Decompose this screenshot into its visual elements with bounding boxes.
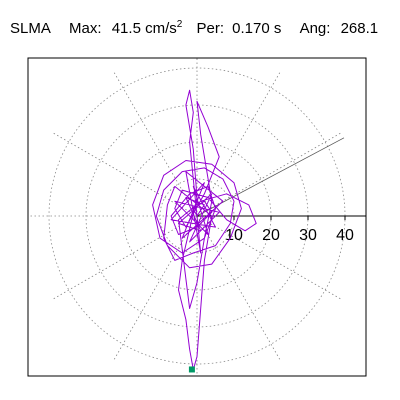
grid-spoke [52, 132, 198, 217]
plot-header: SLMA Max: 41.5 cm/s2 Per: 0.170 s Ang: 2… [10, 19, 378, 37]
grid-spoke [52, 215, 198, 300]
period-value: 0.170 s [232, 20, 282, 37]
radial-tick-label: 30 [299, 227, 317, 244]
max-label: Max: [69, 20, 102, 37]
grid-spoke [113, 215, 198, 361]
max-marker-group [188, 366, 195, 373]
grid-spoke [196, 71, 281, 217]
max-unit-exponent: 2 [176, 19, 183, 30]
radial-tick-label: 40 [336, 227, 354, 244]
station-code: SLMA [10, 20, 51, 37]
angle-label: Ang: [299, 20, 331, 37]
radial-tick-label: 20 [262, 227, 280, 244]
max-marker [188, 366, 195, 373]
angle-value: 268.1 [340, 20, 379, 37]
motion-trace [152, 89, 257, 371]
grid-spoke [196, 132, 342, 217]
period-label: Per: [196, 20, 224, 37]
radial-axis: 10 20 30 40 [196, 137, 366, 244]
max-value: 41.5 cm/s [111, 20, 177, 37]
motion-trace-group [152, 89, 257, 371]
